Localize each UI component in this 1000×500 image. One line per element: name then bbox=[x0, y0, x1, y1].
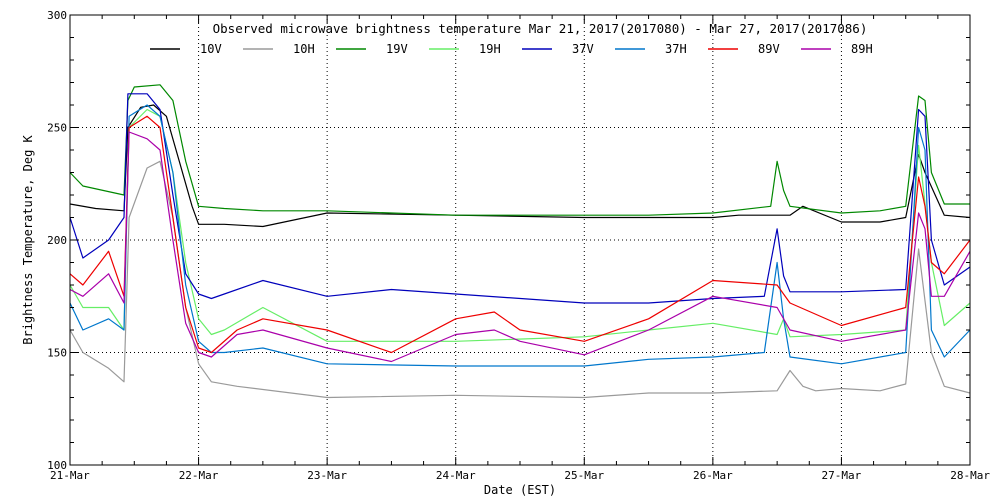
legend-label-10v: 10V bbox=[200, 42, 222, 56]
y-tick-label: 150 bbox=[47, 347, 67, 360]
legend-label-37h: 37H bbox=[665, 42, 687, 56]
legend-label-89h: 89H bbox=[851, 42, 873, 56]
x-axis-label: Date (EST) bbox=[484, 483, 556, 497]
legend-label-89v: 89V bbox=[758, 42, 780, 56]
series-line-37v bbox=[69, 93, 971, 304]
y-tick-label: 100 bbox=[47, 459, 67, 472]
x-tick-label: 21-Mar bbox=[50, 469, 90, 482]
legend-label-10h: 10H bbox=[293, 42, 315, 56]
legend: 10V 10H 19V 19H 37V 37H 89V 89H bbox=[150, 42, 873, 56]
legend-label-19h: 19H bbox=[479, 42, 501, 56]
series-line-10h bbox=[69, 160, 971, 399]
y-tick-label: 250 bbox=[47, 122, 67, 135]
x-tick-label: 23-Mar bbox=[307, 469, 347, 482]
y-tick-label: 300 bbox=[47, 9, 67, 22]
series-lines bbox=[69, 84, 971, 399]
legend-label-19v: 19V bbox=[386, 42, 408, 56]
series-line-37h bbox=[69, 104, 971, 367]
y-tick-label: 200 bbox=[47, 234, 67, 247]
chart-title: Observed microwave brightness temperatur… bbox=[213, 21, 868, 36]
axis-ticks: 100 150 200 250 300 21-Mar 22-Mar 23-Mar 24-Mar 2… bbox=[47, 9, 990, 482]
x-tick-label: 27-Mar bbox=[822, 469, 862, 482]
series-line-10v bbox=[69, 104, 971, 228]
series-line-89h bbox=[69, 131, 971, 363]
grid bbox=[70, 15, 970, 465]
series-line-19h bbox=[69, 108, 971, 342]
x-tick-label: 25-Mar bbox=[564, 469, 604, 482]
series-line-19v bbox=[69, 84, 970, 216]
y-axis-label: Brightness Temperature, Deg K bbox=[21, 134, 35, 344]
x-tick-label: 24-Mar bbox=[436, 469, 476, 482]
x-tick-label: 22-Mar bbox=[179, 469, 219, 482]
series-line-89v bbox=[69, 115, 971, 354]
x-tick-label: 28-Mar bbox=[950, 469, 990, 482]
x-tick-label: 26-Mar bbox=[693, 469, 733, 482]
legend-label-37v: 37V bbox=[572, 42, 594, 56]
